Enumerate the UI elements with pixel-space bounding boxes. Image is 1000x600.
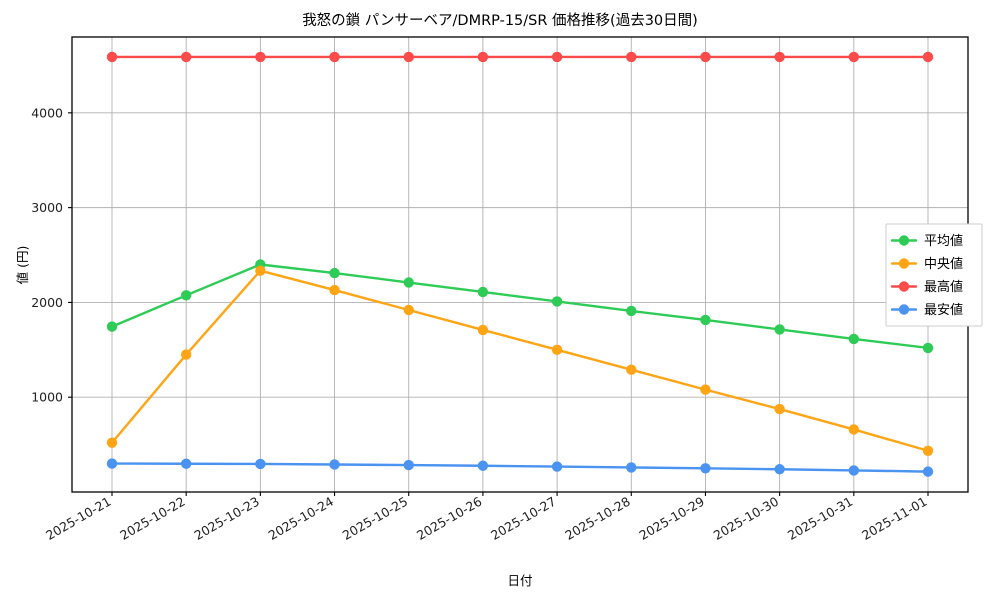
legend-swatch-marker bbox=[898, 258, 910, 269]
data-point bbox=[626, 462, 637, 473]
data-point bbox=[477, 324, 489, 336]
data-point bbox=[180, 458, 192, 469]
series-2 bbox=[106, 265, 934, 456]
x-tick-label: 2025-10-27 bbox=[488, 494, 558, 543]
y-axis-label: 値 (円) bbox=[15, 246, 30, 285]
x-tick-label: 2025-10-22 bbox=[117, 494, 187, 543]
data-point bbox=[106, 51, 118, 63]
x-tick-label: 2025-10-29 bbox=[637, 494, 707, 543]
data-point bbox=[255, 458, 266, 470]
data-point bbox=[551, 344, 563, 356]
data-point bbox=[106, 321, 118, 332]
series-4 bbox=[106, 458, 934, 477]
y-tick-label: 3000 bbox=[31, 200, 63, 215]
data-point bbox=[551, 296, 563, 307]
grid-lines bbox=[72, 37, 968, 492]
data-point bbox=[551, 461, 563, 472]
data-point bbox=[255, 51, 266, 63]
legend-label: 最高値 bbox=[924, 279, 963, 295]
data-point bbox=[180, 290, 192, 301]
data-point bbox=[180, 349, 192, 360]
data-point bbox=[848, 424, 860, 435]
x-tick-label: 2025-11-01 bbox=[859, 494, 929, 543]
y-tick-label: 2000 bbox=[31, 295, 63, 310]
legend-item-2[interactable]: 中央値 bbox=[890, 256, 963, 272]
data-point bbox=[774, 464, 785, 475]
data-point bbox=[477, 51, 489, 63]
data-point bbox=[403, 304, 414, 316]
data-point bbox=[255, 265, 266, 276]
data-point bbox=[922, 466, 934, 477]
x-axis-label: 日付 bbox=[507, 573, 532, 588]
data-point bbox=[848, 465, 860, 476]
data-point bbox=[477, 460, 489, 471]
legend-swatch-marker bbox=[898, 281, 910, 292]
x-tick-label: 2025-10-23 bbox=[191, 494, 261, 543]
data-point bbox=[106, 437, 118, 448]
data-point bbox=[774, 324, 785, 335]
data-point bbox=[922, 51, 934, 63]
data-point bbox=[551, 51, 563, 63]
data-point bbox=[403, 459, 414, 471]
x-tick-label: 2025-10-26 bbox=[414, 494, 484, 543]
data-point bbox=[700, 51, 711, 63]
legend-swatch-marker bbox=[898, 235, 910, 246]
data-point bbox=[922, 445, 934, 456]
x-tick-label: 2025-10-28 bbox=[562, 494, 632, 543]
legend-label: 最安値 bbox=[924, 302, 963, 318]
data-point bbox=[477, 286, 489, 298]
data-point bbox=[848, 51, 860, 63]
x-tick-label: 2025-10-31 bbox=[785, 494, 855, 543]
legend-background bbox=[885, 223, 983, 327]
y-axis-ticks: 1000 2000 3000 4000 bbox=[31, 105, 72, 405]
data-point bbox=[329, 459, 340, 470]
data-point bbox=[626, 51, 637, 63]
y-tick-label: 1000 bbox=[31, 390, 63, 405]
x-axis-ticks: 2025-10-21 2025-10-22 2025-10-23 2025-10-24… bbox=[43, 492, 930, 543]
data-point bbox=[626, 364, 637, 375]
y-tick-label: 4000 bbox=[31, 105, 63, 120]
series-line bbox=[110, 269, 930, 452]
data-point bbox=[774, 51, 785, 63]
data-point bbox=[329, 284, 340, 296]
data-point bbox=[329, 267, 340, 279]
series-layer bbox=[106, 51, 934, 477]
data-point bbox=[403, 277, 414, 288]
legend-item-1[interactable]: 平均値 bbox=[890, 233, 963, 249]
x-tick-label: 2025-10-24 bbox=[266, 494, 336, 543]
legend-label: 中央値 bbox=[924, 256, 963, 272]
data-point bbox=[106, 458, 118, 469]
x-tick-label: 2025-10-25 bbox=[340, 494, 410, 543]
data-point bbox=[922, 342, 934, 354]
data-point bbox=[774, 403, 785, 415]
series-3 bbox=[106, 51, 934, 63]
chart-title: 我怒の鎖 パンサーベア/DMRP-15/SR 価格推移(過去30日間) bbox=[302, 12, 698, 29]
legend-swatch-marker bbox=[898, 304, 910, 315]
series-line bbox=[110, 462, 930, 473]
data-point bbox=[700, 314, 711, 326]
x-tick-label: 2025-10-30 bbox=[711, 494, 781, 543]
series-line bbox=[110, 263, 930, 350]
legend-label: 平均値 bbox=[924, 233, 963, 249]
legend-item-4[interactable]: 最安値 bbox=[890, 302, 963, 318]
data-point bbox=[180, 51, 192, 63]
x-tick-label: 2025-10-21 bbox=[43, 494, 113, 543]
data-point bbox=[329, 51, 340, 63]
data-point bbox=[700, 384, 711, 395]
legend-item-3[interactable]: 最高値 bbox=[890, 279, 963, 295]
data-point bbox=[700, 463, 711, 474]
data-point bbox=[848, 333, 860, 345]
data-point bbox=[626, 305, 637, 317]
data-point bbox=[403, 51, 414, 63]
